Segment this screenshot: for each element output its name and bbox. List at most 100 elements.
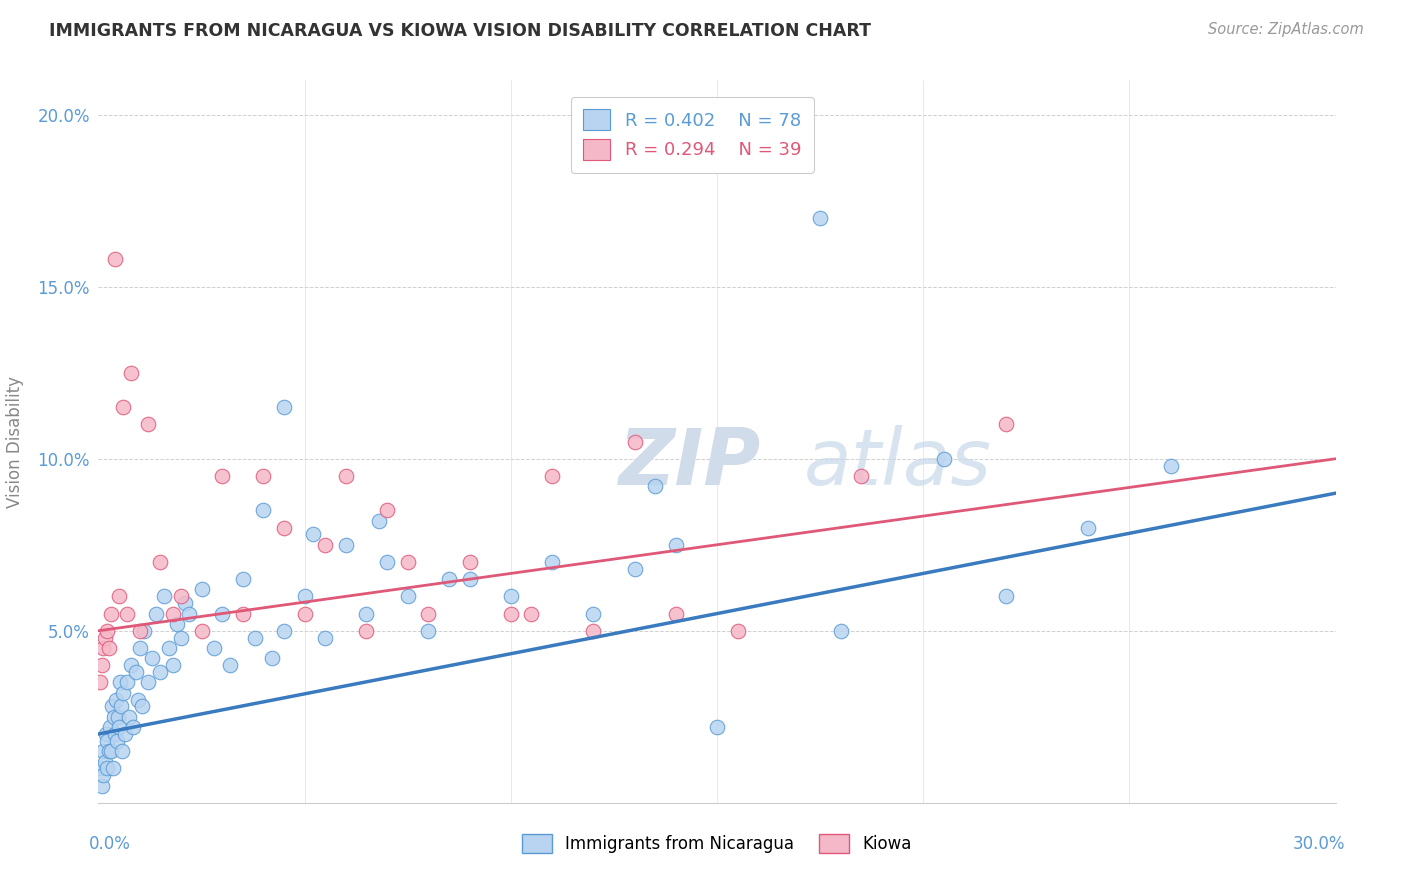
Point: [335, 538, 357, 552]
Text: Source: ZipAtlas.com: Source: ZipAtlas.com: [1208, 22, 1364, 37]
Point: [851, 469, 873, 483]
Point: [162, 607, 184, 621]
Point: [367, 514, 389, 528]
Point: [104, 252, 127, 267]
Point: [418, 607, 440, 621]
Point: [112, 686, 135, 700]
Point: [104, 727, 127, 741]
Point: [665, 538, 688, 552]
Point: [128, 624, 150, 638]
Point: [179, 607, 201, 621]
Point: [96, 624, 118, 638]
Point: [1160, 458, 1182, 473]
Y-axis label: Vision Disability: Vision Disability: [6, 376, 24, 508]
Point: [131, 699, 153, 714]
Point: [104, 692, 127, 706]
Point: [396, 590, 419, 604]
Point: [136, 675, 159, 690]
Point: [1077, 520, 1099, 534]
Point: [252, 503, 274, 517]
Point: [111, 744, 134, 758]
Text: 30.0%: 30.0%: [1294, 835, 1346, 854]
Point: [314, 631, 336, 645]
Point: [124, 665, 146, 679]
Point: [149, 665, 172, 679]
Point: [375, 555, 398, 569]
Point: [162, 658, 184, 673]
Point: [90, 779, 112, 793]
Point: [644, 479, 666, 493]
Point: [294, 590, 316, 604]
Point: [190, 582, 212, 597]
Point: [211, 469, 233, 483]
Point: [108, 720, 131, 734]
Point: [356, 624, 378, 638]
Point: [100, 607, 122, 621]
Point: [211, 607, 233, 621]
Point: [100, 699, 122, 714]
Point: [91, 640, 114, 655]
Point: [101, 761, 124, 775]
Point: [437, 572, 460, 586]
Point: [170, 590, 193, 604]
Point: [100, 744, 122, 758]
Text: atlas: atlas: [804, 425, 991, 501]
Point: [114, 727, 136, 741]
Point: [89, 675, 111, 690]
Point: [314, 538, 336, 552]
Point: [302, 527, 325, 541]
Text: ZIP: ZIP: [619, 425, 761, 501]
Point: [190, 624, 212, 638]
Point: [117, 675, 139, 690]
Point: [97, 744, 120, 758]
Point: [396, 555, 419, 569]
Point: [541, 555, 564, 569]
Point: [335, 469, 357, 483]
Point: [103, 710, 125, 724]
Point: [108, 590, 131, 604]
Point: [499, 590, 522, 604]
Point: [128, 640, 150, 655]
Point: [166, 616, 188, 631]
Point: [153, 590, 176, 604]
Point: [107, 710, 129, 724]
Point: [727, 624, 749, 638]
Point: [108, 675, 131, 690]
Point: [994, 590, 1017, 604]
Point: [149, 555, 172, 569]
Text: 0.0%: 0.0%: [89, 835, 131, 854]
Point: [93, 755, 115, 769]
Point: [93, 631, 115, 645]
Point: [232, 607, 254, 621]
Point: [458, 572, 481, 586]
Point: [541, 469, 564, 483]
Point: [91, 744, 114, 758]
Point: [665, 607, 688, 621]
Point: [994, 417, 1017, 432]
Point: [520, 607, 543, 621]
Point: [243, 631, 266, 645]
Point: [932, 451, 955, 466]
Point: [105, 734, 128, 748]
Point: [94, 727, 117, 741]
Point: [232, 572, 254, 586]
Point: [93, 768, 115, 782]
Point: [582, 607, 605, 621]
Point: [136, 417, 159, 432]
Point: [132, 624, 155, 638]
Point: [830, 624, 852, 638]
Point: [157, 640, 180, 655]
Point: [120, 366, 142, 380]
Text: IMMIGRANTS FROM NICARAGUA VS KIOWA VISION DISABILITY CORRELATION CHART: IMMIGRANTS FROM NICARAGUA VS KIOWA VISIO…: [49, 22, 872, 40]
Point: [96, 734, 118, 748]
Point: [118, 710, 141, 724]
Point: [145, 607, 167, 621]
Point: [623, 562, 645, 576]
Point: [90, 658, 112, 673]
Point: [96, 761, 118, 775]
Point: [499, 607, 522, 621]
Legend: Immigrants from Nicaragua, Kiowa: Immigrants from Nicaragua, Kiowa: [516, 827, 918, 860]
Point: [623, 434, 645, 449]
Point: [273, 520, 295, 534]
Point: [110, 699, 132, 714]
